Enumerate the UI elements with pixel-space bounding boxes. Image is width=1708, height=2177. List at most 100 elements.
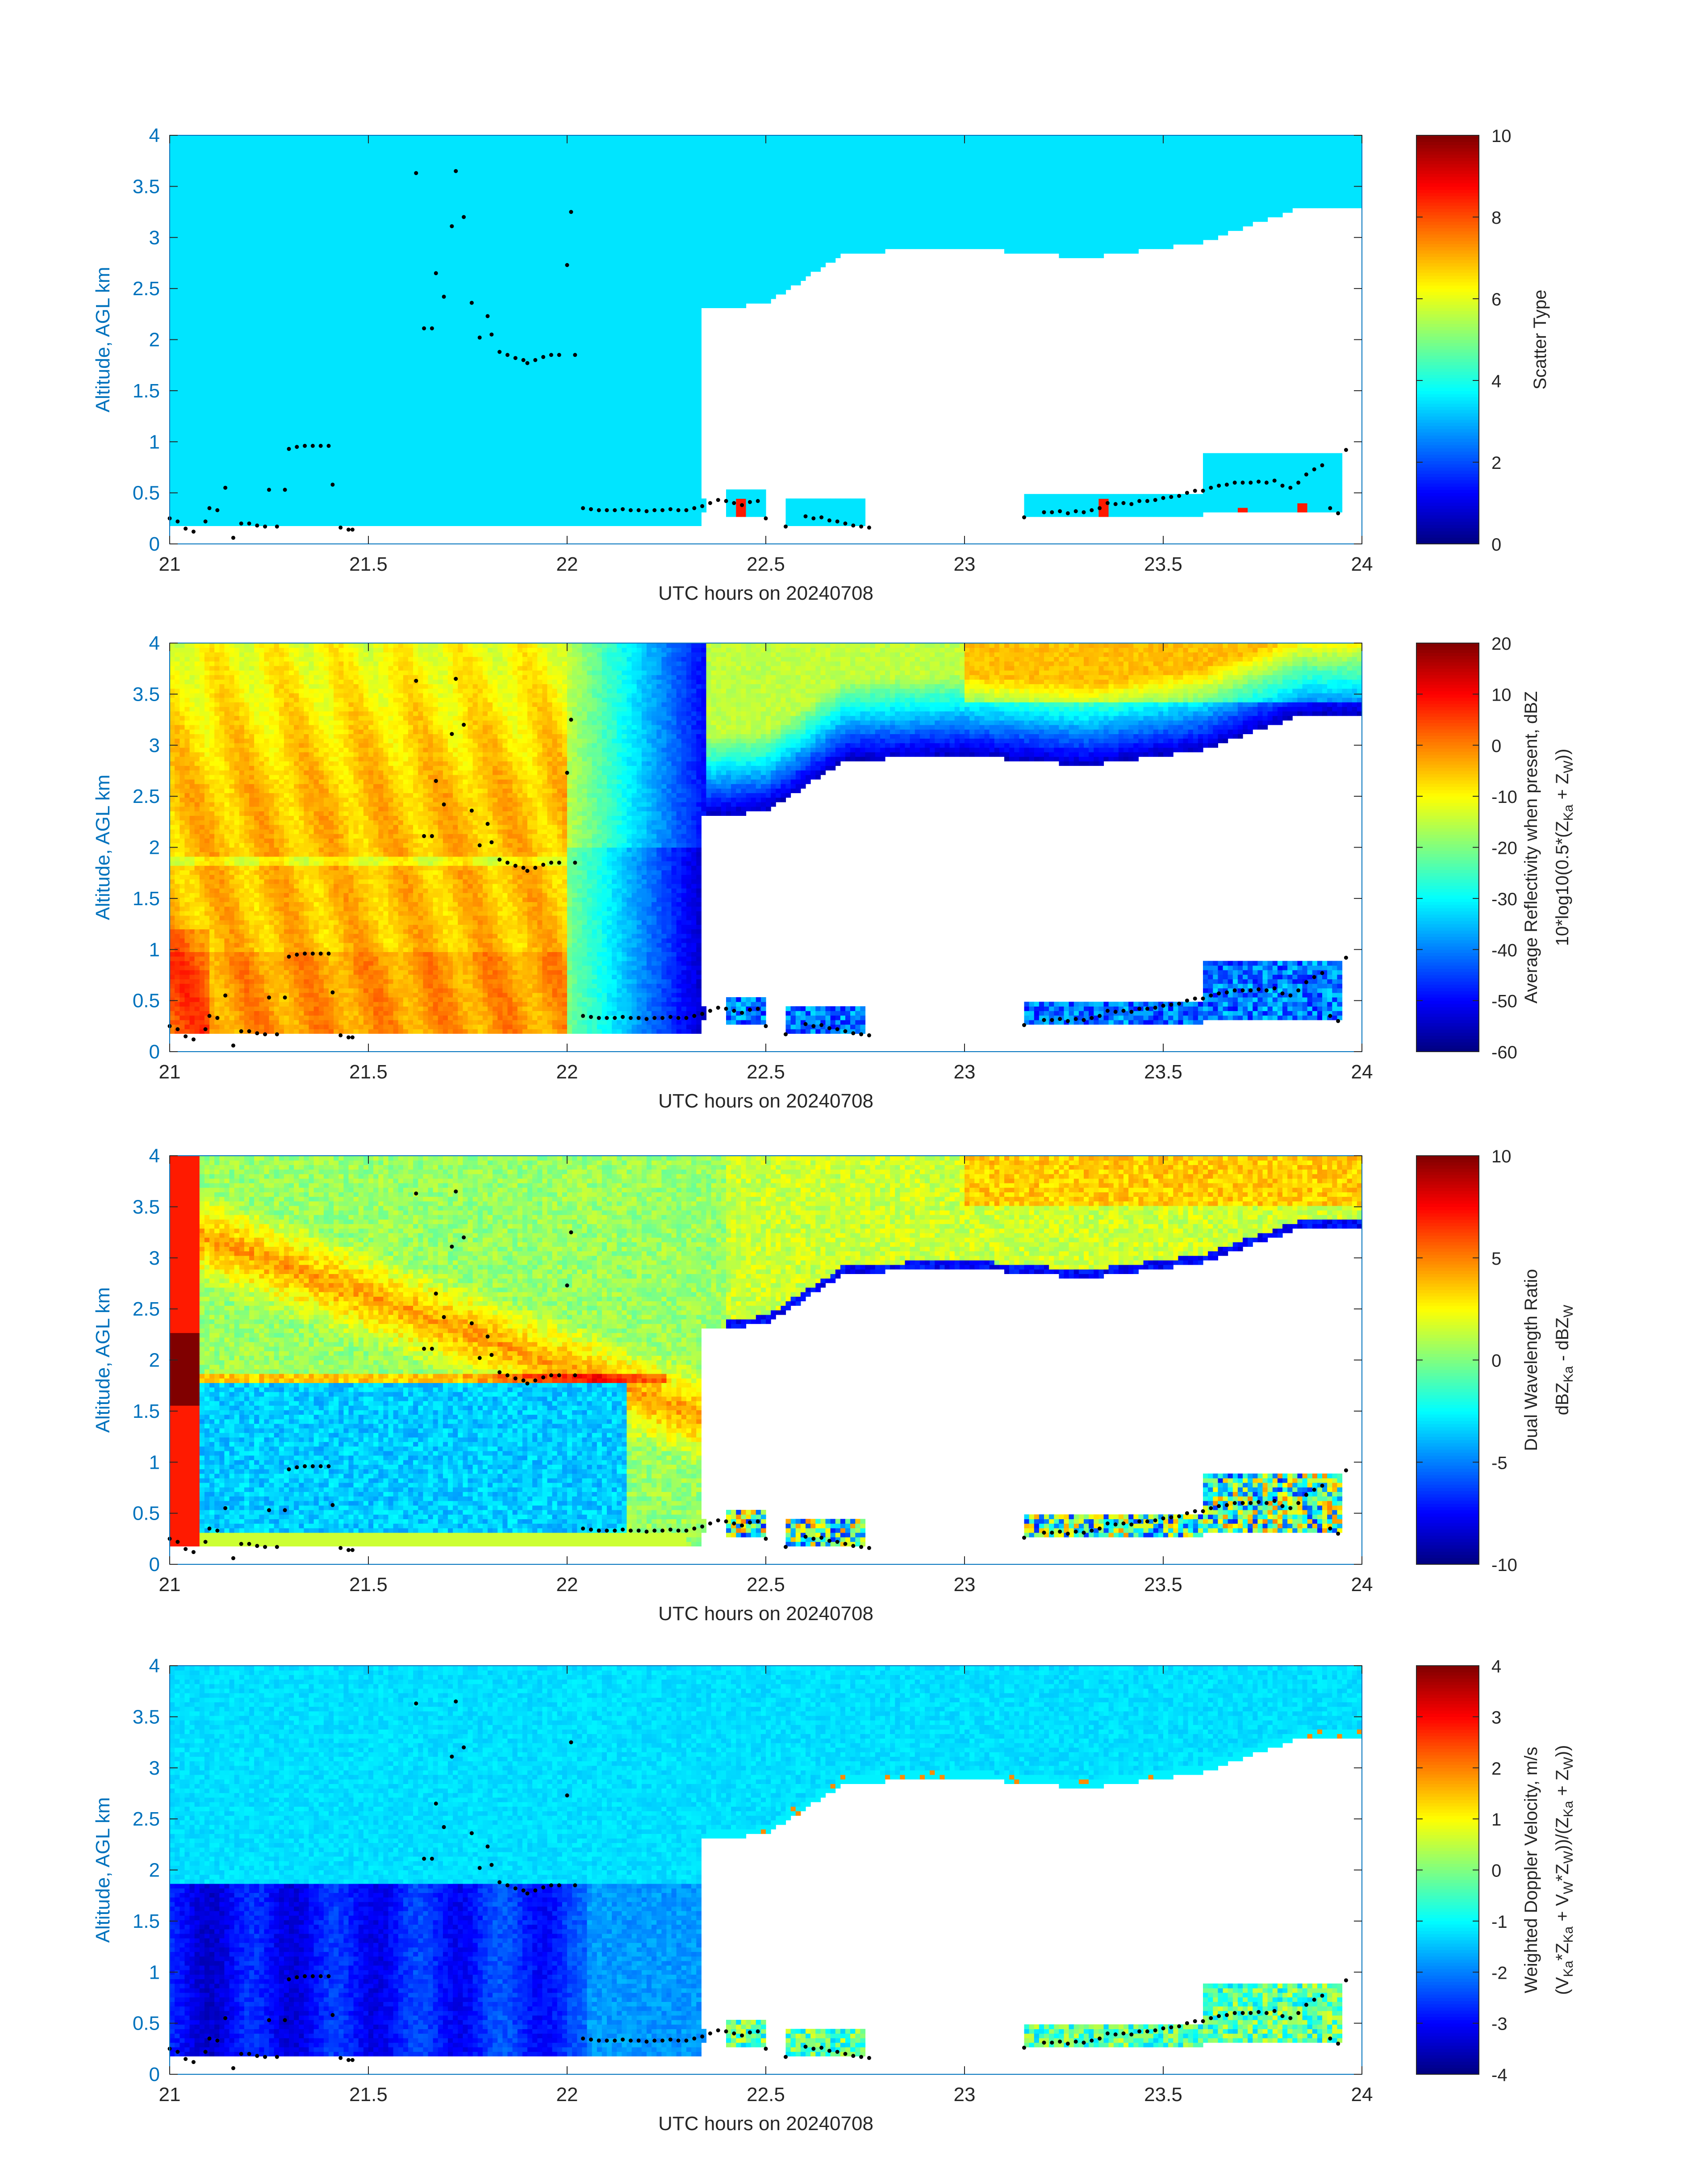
- heatmap-cell: [205, 240, 210, 245]
- heatmap-cell: [234, 403, 240, 408]
- heatmap-cell: [234, 439, 240, 444]
- heatmap-cell: [269, 294, 275, 299]
- heatmap-cell: [234, 263, 240, 267]
- heatmap-cell: [180, 276, 185, 281]
- heatmap-cell: [309, 394, 314, 399]
- heatmap-cell: [190, 258, 195, 263]
- heatmap-cell: [299, 276, 304, 281]
- heatmap-cell: [214, 199, 220, 204]
- heatmap-cell: [175, 408, 180, 413]
- heatmap-cell: [279, 335, 284, 340]
- heatmap-cell: [289, 430, 294, 435]
- heatmap-cell: [230, 353, 235, 358]
- heatmap-cell: [284, 217, 289, 222]
- heatmap-cell: [224, 426, 230, 431]
- heatmap-cell: [314, 512, 319, 517]
- heatmap-cell: [180, 430, 185, 435]
- heatmap-cell: [304, 290, 309, 295]
- heatmap-cell: [249, 408, 255, 413]
- heatmap-cell: [249, 249, 255, 254]
- heatmap-cell: [219, 458, 225, 463]
- heatmap-cell: [289, 235, 294, 240]
- heatmap-cell: [180, 244, 185, 249]
- heatmap-cell: [279, 399, 284, 404]
- heatmap-cell: [219, 498, 225, 503]
- heatmap-cell: [219, 185, 225, 190]
- heatmap-cell: [249, 376, 255, 381]
- heatmap-cell: [259, 385, 264, 390]
- heatmap-cell: [175, 231, 180, 236]
- heatmap-cell: [279, 521, 284, 526]
- heatmap-cell: [205, 498, 210, 503]
- heatmap-cell: [284, 285, 289, 290]
- heatmap-cell: [175, 344, 180, 349]
- heatmap-cell: [205, 335, 210, 340]
- heatmap-cell: [180, 322, 185, 326]
- heatmap-cell: [224, 512, 230, 517]
- heatmap-cell: [234, 244, 240, 249]
- heatmap-cell: [234, 494, 240, 499]
- heatmap-cell: [230, 367, 235, 372]
- heatmap-cell: [304, 498, 309, 503]
- heatmap-cell: [274, 367, 280, 372]
- heatmap-cell: [219, 290, 225, 295]
- heatmap-cell: [294, 231, 299, 236]
- heatmap-cell: [274, 399, 280, 404]
- heatmap-cell: [209, 272, 215, 276]
- heatmap-cell: [200, 512, 205, 517]
- heatmap-cell: [170, 335, 175, 340]
- heatmap-cell: [269, 344, 275, 349]
- heatmap-cell: [279, 185, 284, 190]
- heatmap-cell: [309, 489, 314, 494]
- heatmap-cell: [195, 299, 200, 304]
- heatmap-cell: [269, 326, 275, 331]
- heatmap-cell: [184, 380, 190, 385]
- heatmap-cell: [309, 272, 314, 276]
- heatmap-cell: [264, 494, 269, 499]
- heatmap-cell: [299, 208, 304, 213]
- heatmap-cell: [214, 412, 220, 417]
- heatmap-cell: [184, 322, 190, 326]
- heatmap-cell: [205, 204, 210, 209]
- heatmap-cell: [224, 231, 230, 236]
- heatmap-cell: [200, 362, 205, 367]
- heatmap-cell: [214, 267, 220, 272]
- heatmap-cell: [279, 171, 284, 176]
- heatmap-cell: [205, 217, 210, 222]
- heatmap-cell: [274, 144, 280, 149]
- heatmap-cell: [200, 263, 205, 267]
- heatmap-cell: [209, 380, 215, 385]
- heatmap-cell: [259, 208, 264, 213]
- heatmap-cell: [205, 485, 210, 490]
- heatmap-cell: [205, 435, 210, 440]
- heatmap-cell: [264, 389, 269, 394]
- heatmap-cell: [239, 335, 245, 340]
- heatmap-cell: [205, 181, 210, 186]
- heatmap-cell: [259, 317, 264, 322]
- heatmap-cell: [209, 467, 215, 472]
- heatmap-cell: [170, 208, 175, 213]
- heatmap-cell: [239, 185, 245, 190]
- heatmap-cell: [259, 394, 264, 399]
- heatmap-cell: [274, 322, 280, 326]
- heatmap-cell: [254, 335, 259, 340]
- heatmap-cell: [309, 290, 314, 295]
- heatmap-cell: [254, 221, 259, 226]
- heatmap-cell: [209, 394, 215, 399]
- heatmap-cell: [244, 403, 250, 408]
- heatmap-cell: [304, 317, 309, 322]
- heatmap-cell: [249, 353, 255, 358]
- heatmap-cell: [239, 394, 245, 399]
- heatmap-cell: [239, 235, 245, 240]
- heatmap-cell: [244, 226, 250, 231]
- heatmap-cell: [289, 140, 294, 145]
- heatmap-cell: [244, 308, 250, 313]
- heatmap-cell: [269, 253, 275, 258]
- heatmap-cell: [249, 231, 255, 236]
- heatmap-cell: [249, 362, 255, 367]
- heatmap-cell: [230, 181, 235, 186]
- heatmap-cell: [219, 194, 225, 199]
- heatmap-cell: [244, 322, 250, 326]
- heatmap-cell: [249, 517, 255, 522]
- heatmap-cell: [244, 272, 250, 276]
